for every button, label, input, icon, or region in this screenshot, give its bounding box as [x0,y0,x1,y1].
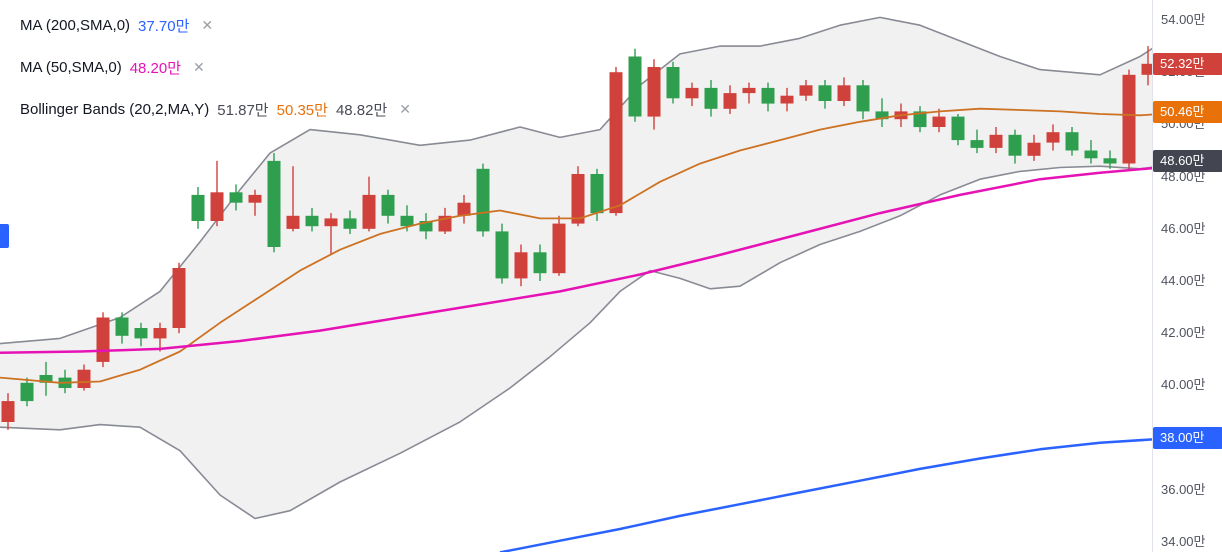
legend-row-ma200[interactable]: MA (200,SMA,0) 37.70만 ✕ [14,12,220,39]
close-icon[interactable]: ✕ [399,101,412,117]
candle [343,210,357,234]
candle [457,194,471,224]
candle [1065,127,1079,156]
candle [628,48,642,122]
candle [514,244,528,287]
candle [1103,150,1117,169]
price-tick-label: 46.00만 [1161,220,1206,236]
bollinger-lower-badge: 48.60만 [1153,149,1222,172]
candle [856,80,870,120]
candle [115,312,129,344]
price-tick-label: 54.00만 [1161,12,1206,27]
candle [229,184,243,211]
candle [381,189,395,224]
ma20-line [0,107,1222,384]
candle [609,67,623,216]
candle [267,153,281,253]
candle [1084,140,1098,164]
candle [875,98,889,127]
price-tick-label: 48.00만 [1161,168,1206,184]
candle [723,85,737,114]
indicator-label: MA (200,SMA,0) [20,17,131,34]
candle [495,223,509,284]
indicator-value: 51.87만 [217,102,269,119]
candle [970,129,984,154]
candle [818,80,832,109]
candle [476,163,490,237]
bollinger-band-fill [0,9,1222,519]
candle [780,87,794,112]
candle [286,166,300,232]
candle [742,82,756,104]
candle [153,322,167,352]
candle [172,262,186,334]
indicator-value: 37.70만 [138,18,190,35]
close-icon[interactable]: ✕ [201,17,214,33]
ma50-line [0,160,1222,355]
bollinger-middle-badge: 50.46만 [1153,101,1222,124]
candle [1027,134,1041,161]
candle [666,61,680,104]
price-tick-label: 40.00만 [1161,377,1206,393]
candle [837,77,851,107]
price-tick-label: 36.00만 [1161,481,1206,497]
candle [761,82,775,112]
ma200-line [499,433,1222,552]
candle [552,215,566,276]
indicator-label: Bollinger Bands (20,2,MA,Y) [20,101,210,118]
indicator-value: 50.35만 [276,102,328,119]
price-tick-label: 42.00만 [1161,325,1206,341]
candle [799,80,813,101]
candle [419,213,433,240]
candle [324,213,338,255]
candle [20,377,34,407]
candle [248,189,262,216]
legend-row-bollinger-bands[interactable]: Bollinger Bands (20,2,MA,Y) 51.87만 50.35만 4… [14,96,418,123]
candle [210,160,224,227]
ma200-badge: 38.00만 [1153,426,1222,449]
candle [1046,124,1060,151]
price-axis[interactable]: 54.00만52.00만50.00만48.00만46.00만44.00만42.0… [1152,0,1222,552]
candle [39,361,53,396]
candle [1008,129,1022,164]
indicator-legend: MA (200,SMA,0) 37.70만 ✕ MA (50,SMA,0) 48.20만… [14,12,418,138]
candle [571,166,585,227]
candle [96,312,110,368]
candle [362,176,376,232]
left-edge-price-badge-fragment [0,224,9,248]
candle [685,82,699,107]
price-tick-label: 34.00만 [1161,534,1206,549]
candle [77,364,91,391]
indicator-label: MA (50,SMA,0) [20,59,122,76]
candle [647,59,661,130]
candle [1122,69,1136,172]
candle [533,244,547,281]
candle [951,114,965,146]
candle [1141,46,1155,86]
close-icon[interactable]: ✕ [193,59,205,75]
candle [989,127,1003,154]
indicator-value: 48.20만 [129,60,182,77]
candle [704,80,718,117]
legend-row-ma50[interactable]: MA (50,SMA,0) 48.20만 ✕ [14,54,211,81]
indicator-value: 48.82만 [335,102,388,119]
last-price-badge: 52.32만 [1153,52,1222,75]
candle [305,207,319,232]
candle [191,187,205,229]
candle [134,322,148,347]
bollinger-lower-line [0,157,1222,520]
candle [932,108,946,133]
candle [1,393,15,430]
candle [913,106,927,133]
price-tick-label: 44.00만 [1161,273,1206,288]
